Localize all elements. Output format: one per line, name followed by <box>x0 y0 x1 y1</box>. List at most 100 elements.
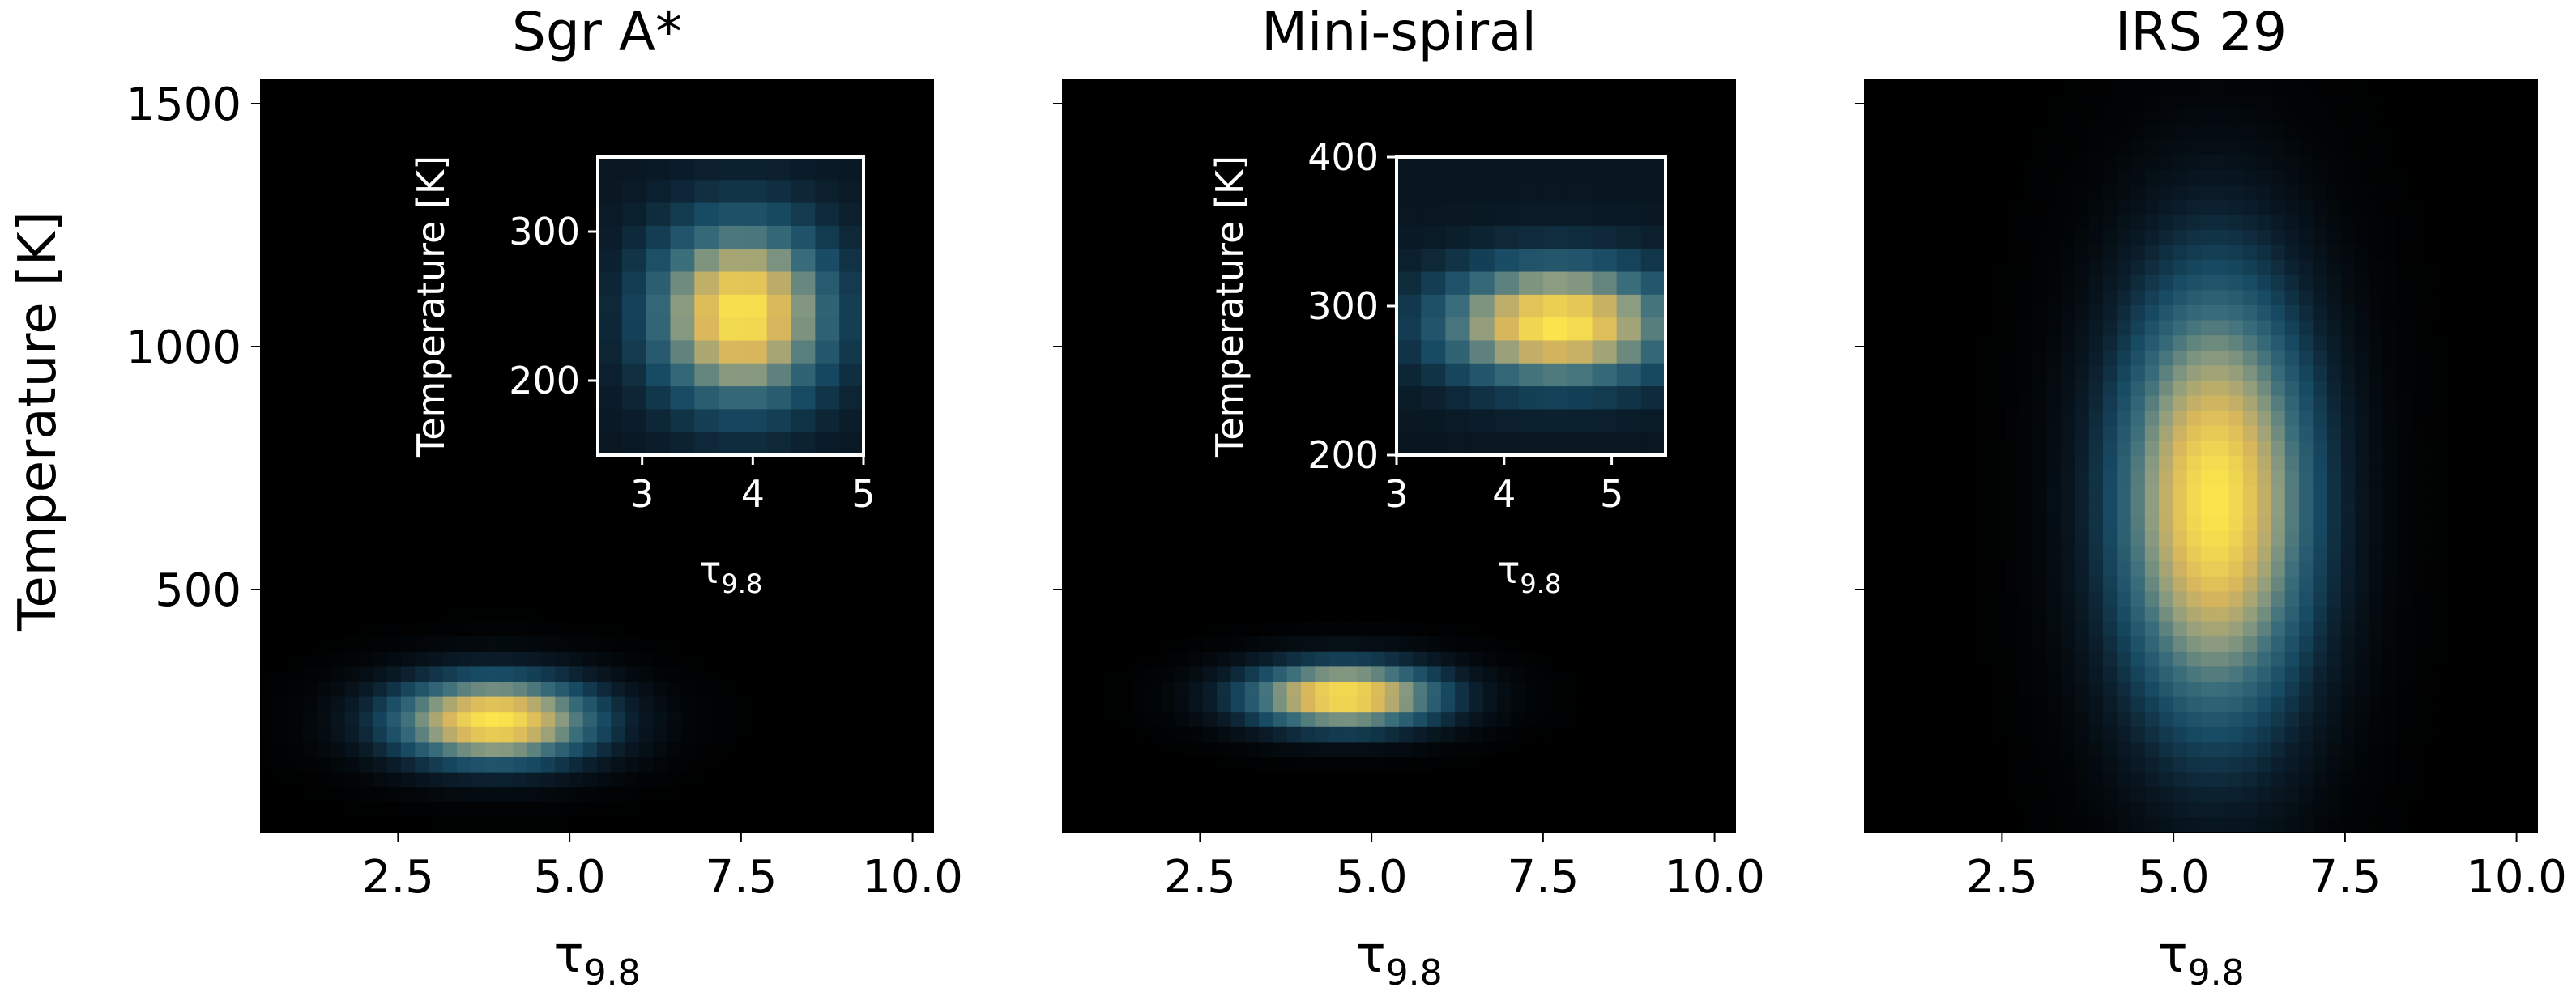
heatmap-cell <box>555 320 570 336</box>
heatmap-cell <box>1357 365 1372 381</box>
heatmap-cell <box>1244 726 1260 743</box>
heatmap-cell <box>1202 79 1218 96</box>
inset-heatmap-cell <box>670 180 695 204</box>
heatmap-cell <box>540 757 556 773</box>
heatmap-cell <box>1651 79 1666 96</box>
heatmap-cell <box>513 199 528 215</box>
heatmap-cell <box>1315 230 1330 246</box>
heatmap-cell <box>1286 696 1302 713</box>
heatmap-cell <box>1090 139 1106 155</box>
heatmap-cell <box>778 109 794 126</box>
heatmap-cell <box>1063 335 1077 351</box>
inset-x-axis-label-symbol: τ <box>699 548 722 592</box>
heatmap-cell <box>1580 470 1596 487</box>
heatmap-cell <box>891 245 906 261</box>
heatmap-cell <box>1315 591 1330 607</box>
heatmap-cell <box>1090 561 1106 577</box>
heatmap-cell <box>569 139 584 155</box>
heatmap-cell <box>1413 531 1428 547</box>
heatmap-cell <box>821 79 836 96</box>
heatmap-cell <box>1399 787 1414 803</box>
heatmap-cell <box>723 79 738 96</box>
heatmap-cell <box>1104 94 1120 110</box>
heatmap-cell <box>709 757 724 773</box>
heatmap-cell <box>1665 124 1680 140</box>
heatmap-cell <box>513 290 528 306</box>
heatmap-cell <box>1371 94 1386 110</box>
heatmap-cell <box>555 742 570 758</box>
heatmap-cell <box>1090 94 1106 110</box>
heatmap-cell <box>1259 185 1273 201</box>
heatmap-cell <box>1119 350 1134 366</box>
inset-heatmap-cell <box>742 363 768 387</box>
heatmap-cell <box>1244 742 1260 758</box>
heatmap-cell <box>1063 561 1077 577</box>
heatmap-cell <box>1146 441 1162 457</box>
heatmap-cell <box>1161 215 1175 231</box>
heatmap-cell <box>863 305 878 321</box>
heatmap-cell <box>807 94 822 110</box>
heatmap-cell <box>891 772 906 788</box>
heatmap-cell <box>302 94 318 110</box>
heatmap-cell <box>1244 199 1260 215</box>
heatmap-cell <box>317 516 332 532</box>
heatmap-cell <box>288 531 304 547</box>
heatmap-cell <box>736 486 752 502</box>
heatmap-cell <box>1665 275 1680 291</box>
heatmap-cell <box>793 817 808 832</box>
heatmap-cell <box>1511 666 1526 683</box>
heatmap-cell <box>1455 726 1470 743</box>
heatmap-cell <box>1230 335 1246 351</box>
heatmap-cell <box>1329 802 1344 818</box>
inset-heatmap-cell <box>646 363 672 387</box>
heatmap-cell <box>317 802 332 818</box>
heatmap-cell <box>1511 546 1526 562</box>
heatmap-cell <box>275 305 290 321</box>
heatmap-cell <box>653 757 668 773</box>
heatmap-cell <box>1244 169 1260 185</box>
heatmap-cell <box>1342 169 1358 185</box>
heatmap-cell <box>1230 621 1246 637</box>
heatmap-cell <box>905 726 920 743</box>
heatmap-cell <box>1132 169 1148 185</box>
heatmap-cell <box>1244 591 1260 607</box>
heatmap-cell <box>821 787 836 803</box>
heatmap-cell <box>1090 576 1106 592</box>
heatmap-cell <box>471 305 486 321</box>
heatmap-cell <box>400 531 416 547</box>
heatmap-cell <box>1636 787 1652 803</box>
heatmap-cell <box>1077 636 1092 653</box>
heatmap-cell <box>1636 726 1652 743</box>
heatmap-cell <box>1119 230 1134 246</box>
heatmap-cell <box>834 456 850 472</box>
heatmap-cell <box>1315 546 1330 562</box>
heatmap-cell <box>344 395 360 411</box>
heatmap-cell <box>597 712 612 728</box>
heatmap-cell <box>1104 470 1120 487</box>
heatmap-cell <box>919 500 933 517</box>
heatmap-cell <box>1721 185 1735 201</box>
heatmap-cell <box>1342 230 1358 246</box>
heatmap-cell <box>1665 350 1680 366</box>
heatmap-cell <box>359 742 373 758</box>
heatmap-cell <box>484 817 500 832</box>
heatmap-cell <box>723 726 738 743</box>
heatmap-cell <box>484 546 500 562</box>
heatmap-cell <box>625 139 640 155</box>
heatmap-cell <box>442 651 458 667</box>
heatmap-cell <box>1300 742 1316 758</box>
heatmap-cell <box>1482 456 1498 472</box>
heatmap-cell <box>1469 124 1484 140</box>
heatmap-cell <box>1440 456 1456 472</box>
heatmap-cell <box>331 185 346 201</box>
heatmap-cell <box>1580 802 1596 818</box>
heatmap-cell <box>1273 531 1288 547</box>
heatmap-cell <box>1202 682 1218 698</box>
heatmap-cell <box>331 621 346 637</box>
heatmap-cell <box>288 94 304 110</box>
heatmap-cell <box>1693 320 1708 336</box>
heatmap-cell <box>527 456 542 472</box>
heatmap-cell <box>625 576 640 592</box>
heatmap-cell <box>1707 124 1722 140</box>
heatmap-cell <box>611 682 626 698</box>
